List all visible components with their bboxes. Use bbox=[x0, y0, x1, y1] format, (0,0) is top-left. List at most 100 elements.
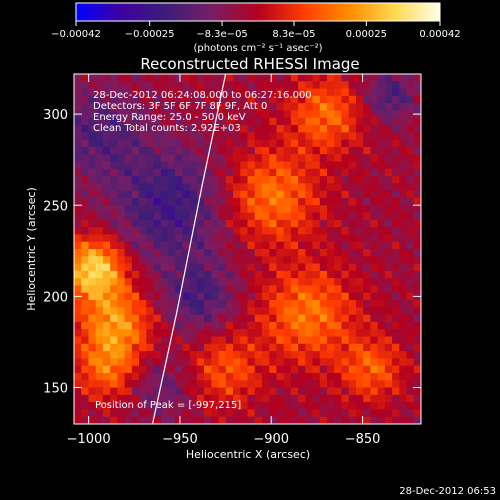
heatmap-cell bbox=[384, 249, 393, 257]
colorbar-unit-label: (photons cm⁻² s⁻¹ asec⁻²) bbox=[193, 43, 322, 54]
heatmap-cell bbox=[146, 146, 155, 155]
heatmap-cell bbox=[355, 387, 364, 396]
heatmap-cell bbox=[406, 117, 415, 126]
heatmap-cell bbox=[211, 329, 220, 338]
heatmap-cell bbox=[254, 358, 263, 367]
heatmap-cell bbox=[269, 387, 278, 396]
heatmap-cell bbox=[298, 139, 306, 148]
heatmap-cell bbox=[399, 263, 408, 272]
heatmap-cell bbox=[305, 81, 314, 90]
heatmap-cell bbox=[370, 394, 379, 403]
heatmap-cell bbox=[131, 285, 140, 294]
heatmap-cell bbox=[124, 380, 133, 389]
heatmap-cell bbox=[117, 278, 126, 287]
heatmap-cell bbox=[167, 380, 176, 389]
heatmap-cell bbox=[117, 234, 126, 243]
heatmap-cell bbox=[406, 205, 415, 214]
heatmap-cell bbox=[283, 307, 292, 316]
heatmap-cell bbox=[160, 416, 169, 424]
heatmap-cell bbox=[327, 205, 335, 214]
heatmap-cell bbox=[413, 205, 421, 214]
heatmap-cell bbox=[146, 387, 155, 396]
heatmap-cell bbox=[74, 168, 82, 177]
heatmap-cell bbox=[211, 234, 220, 243]
heatmap-cell bbox=[384, 270, 393, 279]
heatmap-cell bbox=[175, 387, 184, 396]
heatmap-cell bbox=[74, 380, 82, 389]
heatmap-cell bbox=[261, 117, 270, 126]
heatmap-cell bbox=[102, 227, 111, 236]
heatmap-cell bbox=[110, 81, 118, 90]
heatmap-cell bbox=[160, 285, 169, 294]
heatmap-cell bbox=[211, 358, 220, 367]
heatmap-cell bbox=[146, 81, 155, 90]
heatmap-cell bbox=[334, 205, 343, 214]
heatmap-cell bbox=[153, 402, 162, 411]
heatmap-cell bbox=[74, 117, 82, 126]
heatmap-cell bbox=[204, 409, 212, 418]
heatmap-cell bbox=[189, 74, 198, 82]
heatmap-cell bbox=[399, 183, 408, 192]
heatmap-cell bbox=[334, 343, 343, 352]
heatmap-cell bbox=[384, 394, 393, 403]
heatmap-cell bbox=[377, 307, 386, 316]
heatmap-cell bbox=[290, 183, 299, 192]
heatmap-cell bbox=[81, 227, 90, 236]
heatmap-cell bbox=[74, 95, 82, 104]
heatmap-cell bbox=[182, 270, 191, 279]
heatmap-cell bbox=[124, 154, 133, 163]
heatmap-cell bbox=[189, 125, 198, 133]
heatmap-cell bbox=[182, 176, 191, 184]
heatmap-cell bbox=[160, 358, 169, 367]
heatmap-cell bbox=[124, 351, 133, 359]
heatmap-cell bbox=[146, 161, 155, 170]
heatmap-cell bbox=[74, 227, 82, 236]
heatmap-cell bbox=[327, 241, 335, 250]
heatmap-cell bbox=[189, 358, 198, 367]
heatmap-cell bbox=[355, 110, 364, 119]
heatmap-cell bbox=[81, 307, 90, 316]
heatmap-cell bbox=[218, 343, 227, 352]
heatmap-cell bbox=[117, 81, 126, 90]
heatmap-cell bbox=[348, 139, 357, 148]
heatmap-cell bbox=[327, 125, 335, 133]
heatmap-cell bbox=[175, 372, 184, 381]
heatmap-cell bbox=[399, 74, 408, 82]
heatmap-cell bbox=[117, 154, 126, 163]
heatmap-cell bbox=[218, 161, 227, 170]
heatmap-cell bbox=[298, 351, 306, 359]
heatmap-cell bbox=[233, 139, 241, 148]
heatmap-cell bbox=[189, 402, 198, 411]
colorbar-tick-label: −0.00042 bbox=[51, 29, 101, 40]
heatmap-cell bbox=[240, 270, 249, 279]
heatmap-cell bbox=[377, 212, 386, 221]
heatmap-cell bbox=[327, 336, 335, 345]
heatmap-cell bbox=[95, 416, 104, 424]
heatmap-cell bbox=[233, 416, 241, 424]
heatmap-cell bbox=[110, 190, 118, 199]
heatmap-cell bbox=[355, 227, 364, 236]
heatmap-cell bbox=[233, 212, 241, 221]
heatmap-cell bbox=[261, 183, 270, 192]
heatmap-cell bbox=[218, 125, 227, 133]
heatmap-cell bbox=[298, 270, 306, 279]
heatmap-cell bbox=[110, 314, 118, 323]
heatmap-cell bbox=[124, 103, 133, 112]
heatmap-cell bbox=[81, 205, 90, 214]
heatmap-cell bbox=[153, 387, 162, 396]
heatmap-cell bbox=[124, 321, 133, 330]
colorbar-tick-label: 0.00025 bbox=[346, 29, 387, 40]
heatmap-cell bbox=[74, 321, 82, 330]
heatmap-cell bbox=[110, 132, 118, 141]
heatmap-cell bbox=[290, 278, 299, 287]
heatmap-cell bbox=[233, 74, 241, 82]
heatmap-cell bbox=[269, 132, 278, 141]
heatmap-cell bbox=[131, 125, 140, 133]
heatmap-cell bbox=[348, 402, 357, 411]
heatmap-cell bbox=[283, 154, 292, 163]
heatmap-cell bbox=[283, 416, 292, 424]
heatmap-cell bbox=[334, 263, 343, 272]
heatmap-cell bbox=[254, 197, 263, 206]
heatmap-cell bbox=[247, 154, 256, 163]
heatmap-cell bbox=[247, 183, 256, 192]
